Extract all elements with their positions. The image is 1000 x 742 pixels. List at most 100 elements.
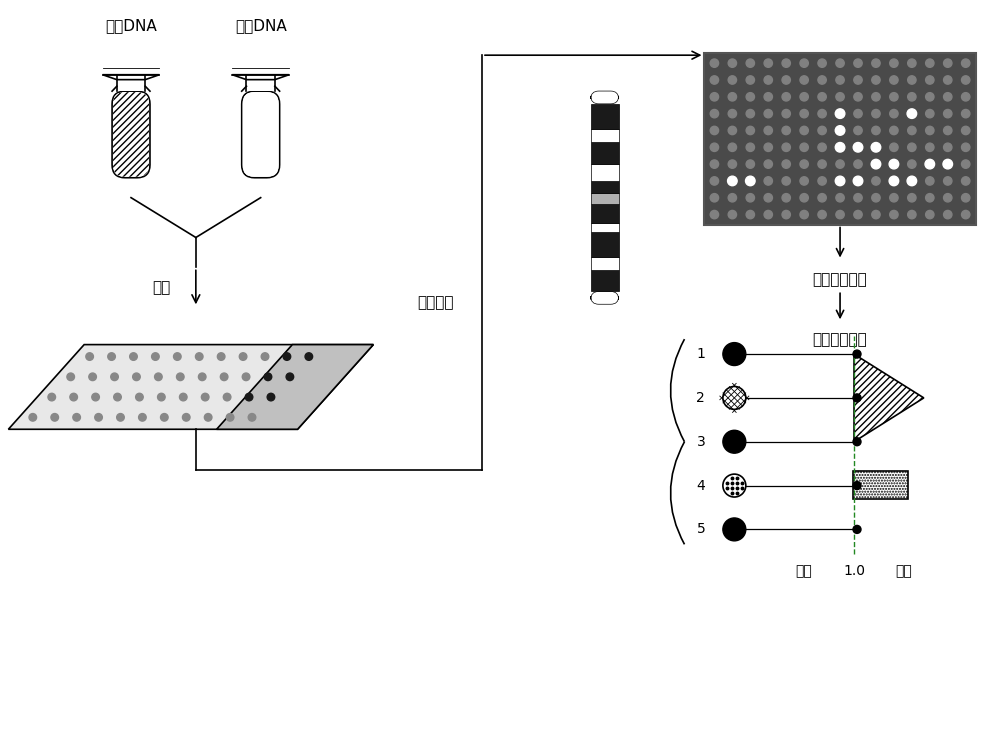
Circle shape — [746, 110, 754, 118]
Polygon shape — [103, 75, 159, 79]
Circle shape — [853, 176, 863, 186]
Circle shape — [872, 76, 880, 84]
Circle shape — [305, 352, 313, 361]
Circle shape — [962, 110, 970, 118]
Circle shape — [800, 59, 808, 68]
Circle shape — [117, 413, 124, 421]
Circle shape — [86, 352, 93, 361]
Circle shape — [890, 110, 898, 118]
Circle shape — [908, 194, 916, 202]
Circle shape — [764, 59, 772, 68]
Circle shape — [746, 76, 754, 84]
Circle shape — [962, 59, 970, 68]
Circle shape — [108, 352, 115, 361]
Circle shape — [872, 93, 880, 101]
Circle shape — [818, 160, 826, 168]
Circle shape — [926, 76, 934, 84]
Circle shape — [854, 194, 862, 202]
Circle shape — [926, 177, 934, 185]
Circle shape — [818, 211, 826, 219]
Circle shape — [261, 352, 269, 361]
Circle shape — [161, 413, 168, 421]
Circle shape — [710, 160, 719, 168]
Bar — [704, 53, 976, 225]
Circle shape — [890, 93, 898, 101]
Circle shape — [48, 393, 56, 401]
Circle shape — [854, 211, 862, 219]
Circle shape — [179, 393, 187, 401]
Text: 荧光镜检: 荧光镜检 — [417, 295, 453, 309]
Circle shape — [764, 143, 772, 151]
Circle shape — [242, 373, 250, 381]
Circle shape — [854, 126, 862, 134]
Circle shape — [872, 126, 880, 134]
Bar — [591, 194, 619, 204]
Circle shape — [782, 59, 790, 68]
Circle shape — [245, 393, 253, 401]
Circle shape — [853, 350, 861, 358]
Circle shape — [764, 93, 772, 101]
Circle shape — [853, 482, 861, 490]
Circle shape — [962, 76, 970, 84]
Polygon shape — [8, 344, 373, 430]
Circle shape — [723, 518, 746, 541]
Circle shape — [836, 160, 844, 168]
Circle shape — [248, 413, 256, 421]
Circle shape — [818, 194, 826, 202]
Circle shape — [177, 373, 184, 381]
Circle shape — [195, 352, 203, 361]
Circle shape — [907, 176, 917, 186]
Circle shape — [889, 176, 899, 186]
Circle shape — [782, 126, 790, 134]
Circle shape — [70, 393, 77, 401]
Circle shape — [853, 525, 861, 533]
Circle shape — [728, 59, 737, 68]
Circle shape — [908, 76, 916, 84]
Circle shape — [926, 59, 934, 68]
Bar — [591, 163, 619, 180]
FancyBboxPatch shape — [112, 91, 150, 178]
Circle shape — [836, 211, 844, 219]
Circle shape — [908, 160, 916, 168]
Circle shape — [728, 143, 737, 151]
Circle shape — [723, 474, 746, 497]
FancyBboxPatch shape — [243, 92, 279, 177]
Circle shape — [728, 194, 737, 202]
Circle shape — [198, 373, 206, 381]
Circle shape — [800, 194, 808, 202]
Circle shape — [223, 393, 231, 401]
Circle shape — [710, 59, 719, 68]
Circle shape — [728, 126, 737, 134]
Circle shape — [130, 352, 137, 361]
Circle shape — [710, 126, 719, 134]
Circle shape — [710, 177, 719, 185]
Bar — [117, 75, 145, 91]
Circle shape — [226, 413, 234, 421]
FancyBboxPatch shape — [591, 91, 619, 104]
Circle shape — [29, 413, 37, 421]
Circle shape — [944, 126, 952, 134]
Circle shape — [710, 143, 719, 151]
Circle shape — [728, 110, 737, 118]
Bar — [591, 204, 619, 223]
Circle shape — [926, 211, 934, 219]
Circle shape — [67, 373, 74, 381]
Circle shape — [800, 76, 808, 84]
Circle shape — [890, 76, 898, 84]
Circle shape — [836, 93, 844, 101]
Text: 1: 1 — [696, 347, 705, 361]
Circle shape — [854, 76, 862, 84]
Circle shape — [800, 177, 808, 185]
Circle shape — [800, 126, 808, 134]
Circle shape — [944, 76, 952, 84]
Circle shape — [854, 59, 862, 68]
Circle shape — [746, 143, 754, 151]
Circle shape — [283, 352, 291, 361]
Bar — [591, 270, 619, 292]
Bar — [591, 180, 619, 194]
Circle shape — [853, 394, 861, 402]
Circle shape — [133, 373, 140, 381]
Text: 待测DNA: 待测DNA — [105, 19, 157, 33]
Circle shape — [908, 59, 916, 68]
Circle shape — [872, 211, 880, 219]
